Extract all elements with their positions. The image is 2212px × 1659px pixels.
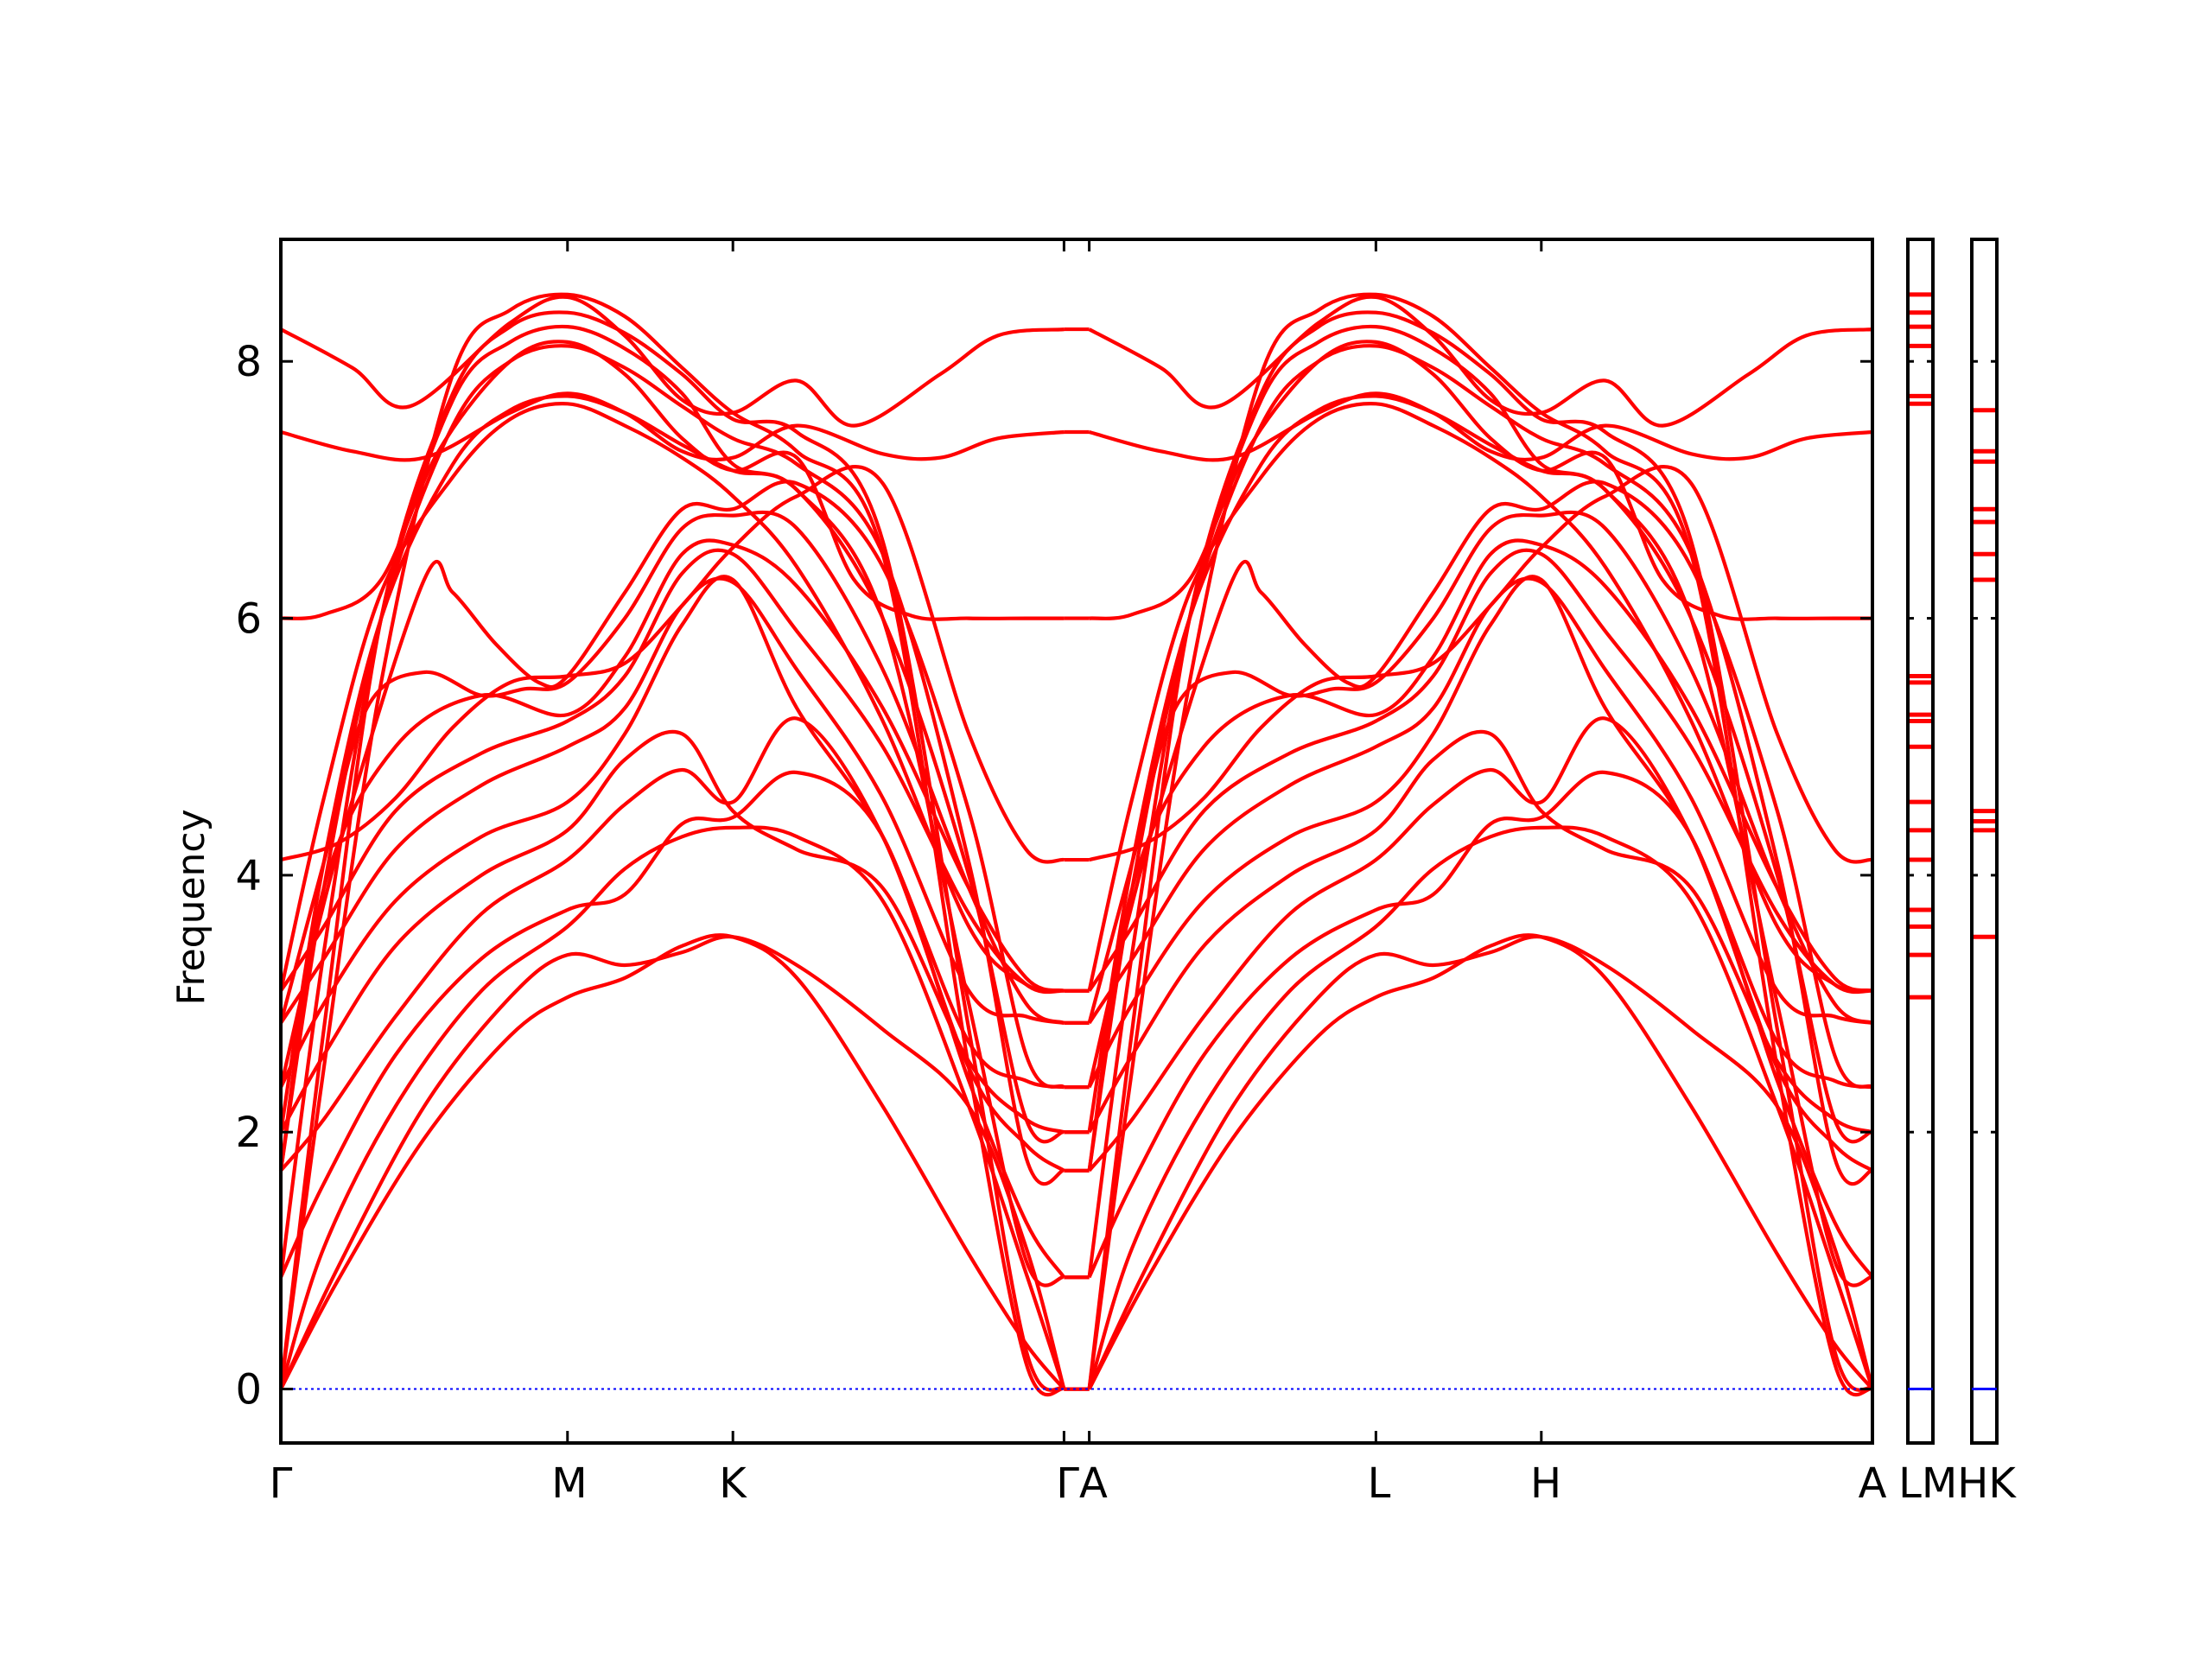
- band-9-gamma-m-k-gamma: [279, 548, 1065, 995]
- y-tick-label-2: 2: [235, 1109, 262, 1157]
- band-10-gamma-m-k-gamma: [278, 538, 1065, 1172]
- band-21-a-l-h-a: [1089, 391, 1873, 462]
- k-label-gamma-a: ΓA: [1056, 1459, 1108, 1508]
- band-7-a-l-h-a: [1087, 575, 1873, 1090]
- band-lines: [278, 292, 1875, 1397]
- k-label-m: M: [551, 1459, 587, 1508]
- band-6-a-l-h-a: [1087, 729, 1873, 1135]
- k-label-gamma: Γ: [270, 1459, 293, 1508]
- band-1-a-l-h-a: [1087, 933, 1874, 1390]
- band-18-gamma-m-k-gamma: [278, 292, 1065, 1397]
- y-tick-label-0: 0: [235, 1366, 262, 1414]
- band-3-a-l-h-a: [1087, 825, 1874, 1390]
- band-15-a-l-h-a: [1087, 344, 1873, 1186]
- k-label-lmhk: LMHK: [1898, 1459, 2017, 1508]
- band-4-a-l-h-a: [1087, 770, 1874, 1279]
- side-panel-marks: [1908, 292, 1997, 1391]
- k-point-labels: Γ M K ΓA L H A LMHK: [270, 1459, 2018, 1508]
- h-k-panel-frame: [1970, 238, 1999, 1445]
- band-10-a-l-h-a: [1087, 538, 1873, 1172]
- main-plot-frame: [279, 238, 1874, 1445]
- band-22-a-l-h-a: [1088, 295, 1873, 428]
- band-12-a-l-h-a: [1087, 480, 1874, 1090]
- band-17-gamma-m-k-gamma: [278, 310, 1065, 1392]
- band-14-gamma-m-k-gamma: [278, 394, 1065, 1144]
- band-9-a-l-h-a: [1087, 548, 1873, 995]
- band-1-gamma-m-k-gamma: [279, 933, 1066, 1390]
- band-18-a-l-h-a: [1087, 292, 1874, 1397]
- k-label-l: L: [1368, 1459, 1391, 1508]
- band-12-gamma-m-k-gamma: [278, 480, 1065, 1090]
- band-7-gamma-m-k-gamma: [279, 575, 1065, 1090]
- band-14-a-l-h-a: [1087, 394, 1873, 1144]
- band-6-gamma-m-k-gamma: [279, 729, 1065, 1135]
- band-17-a-l-h-a: [1087, 310, 1874, 1392]
- k-label-k: K: [719, 1459, 747, 1508]
- y-axis-label: Frequency: [169, 809, 213, 1005]
- band-3-gamma-m-k-gamma: [278, 825, 1066, 1390]
- x-axis-ticks: [279, 239, 1874, 1443]
- band-20-gamma-m-k-gamma: [280, 340, 1065, 621]
- band-4-gamma-m-k-gamma: [279, 770, 1066, 1279]
- band-21-gamma-m-k-gamma: [280, 391, 1065, 462]
- band-19-a-l-h-a: [1089, 465, 1873, 864]
- k-label-h: H: [1530, 1459, 1561, 1508]
- y-axis-ticks: 0 2 4 6 8: [235, 338, 1997, 1414]
- band-15-gamma-m-k-gamma: [278, 344, 1065, 1186]
- y-tick-label-6: 6: [235, 595, 262, 644]
- k-label-a: A: [1859, 1459, 1887, 1508]
- band-20-a-l-h-a: [1089, 340, 1872, 621]
- y-tick-label-8: 8: [235, 338, 262, 386]
- band-22-gamma-m-k-gamma: [280, 295, 1065, 428]
- band-19-gamma-m-k-gamma: [280, 465, 1065, 864]
- y-tick-label-4: 4: [235, 852, 262, 900]
- l-m-panel-frame: [1906, 238, 1935, 1445]
